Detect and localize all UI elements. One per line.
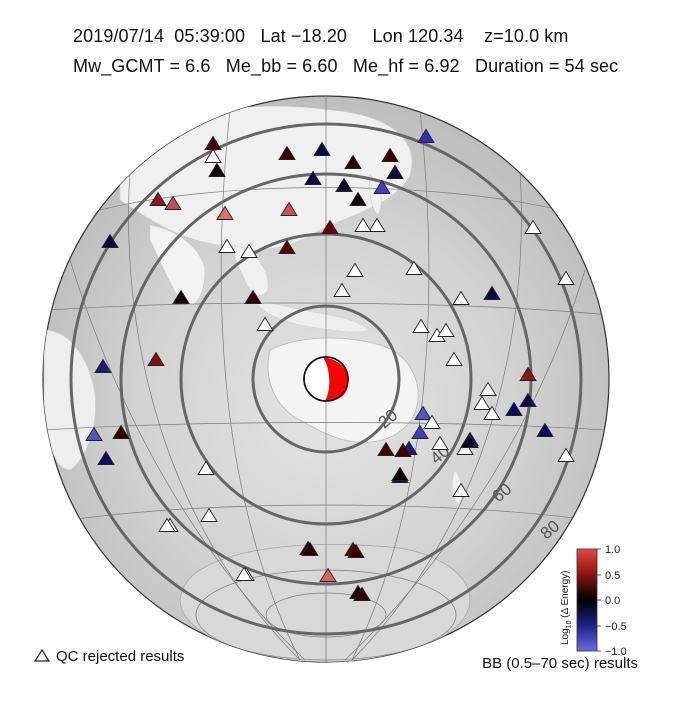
- event-header-line-1: 2019/07/14 05:39:00 Lat −18.20 Lon 120.3…: [73, 26, 569, 46]
- station-marker: [373, 179, 391, 194]
- station-marker: [505, 401, 523, 416]
- station-qc-rejected-marker: [405, 260, 423, 275]
- colorbar-title: Log10 (Δ Energy): [560, 570, 573, 645]
- station-qc-rejected-marker: [479, 381, 497, 396]
- ring-20: [251, 304, 401, 454]
- station-marker: [313, 141, 331, 156]
- station-marker: [335, 177, 353, 192]
- station-marker: [417, 128, 435, 143]
- station-marker: [321, 219, 339, 234]
- station-qc-rejected-marker: [431, 435, 449, 450]
- station-marker: [164, 195, 182, 210]
- qc-legend-label: QC rejected results: [56, 648, 184, 665]
- station-marker: [208, 162, 226, 177]
- station-qc-rejected-marker: [354, 217, 372, 232]
- station-marker: [344, 154, 362, 169]
- colorbar-tick: 1.0: [605, 544, 620, 556]
- ring-80: [69, 122, 583, 636]
- station-marker: [386, 164, 404, 179]
- station-marker: [377, 441, 395, 456]
- station-qc-rejected-marker: [346, 262, 364, 277]
- station-qc-rejected-marker: [437, 322, 455, 337]
- colorbar-ticks: 1.0 0.5 0.0 −0.5 −1.0: [605, 544, 627, 658]
- station-qc-rejected-marker: [557, 270, 575, 285]
- station-qc-rejected-marker: [240, 243, 258, 258]
- station-marker: [519, 366, 537, 381]
- station-qc-rejected-marker: [197, 460, 215, 475]
- station-marker: [112, 424, 130, 439]
- station-qc-rejected-marker: [557, 447, 575, 462]
- colorbar-gradient: [576, 548, 598, 652]
- focal-mechanism-beachball: [303, 356, 349, 402]
- station-qc-rejected-marker: [445, 351, 463, 366]
- ring-40: [179, 232, 473, 526]
- station-qc-rejected-marker: [524, 219, 542, 234]
- station-qc-rejected-marker: [235, 566, 253, 581]
- station-qc-rejected-marker: [158, 517, 176, 532]
- station-marker: [97, 450, 115, 465]
- station-marker: [149, 191, 167, 206]
- station-marker: [278, 145, 296, 160]
- station-qc-rejected-marker: [333, 282, 351, 297]
- station-marker: [304, 170, 322, 185]
- station-marker: [244, 289, 262, 304]
- station-marker: [460, 433, 478, 448]
- station-marker: [353, 586, 371, 601]
- station-marker: [391, 466, 409, 481]
- station-marker: [519, 392, 537, 407]
- colorbar-tick: 0.5: [605, 570, 620, 582]
- qc-legend-triangle-icon: [33, 648, 51, 662]
- station-marker: [85, 426, 103, 441]
- station-qc-rejected-marker: [473, 395, 491, 410]
- station-qc-rejected-marker: [256, 316, 274, 331]
- station-qc-rejected-marker: [200, 507, 218, 522]
- station-qc-rejected-marker: [483, 405, 501, 420]
- station-qc-rejected-marker: [204, 148, 222, 163]
- colorbar-tick: −0.5: [605, 621, 627, 633]
- event-header-line-2: Mw_GCMT = 6.6 Me_bb = 6.60 Me_hf = 6.92 …: [73, 56, 619, 76]
- station-marker: [483, 285, 501, 300]
- stations-layer: [85, 128, 575, 601]
- station-marker: [394, 442, 412, 457]
- station-marker: [280, 201, 298, 216]
- station-qc-rejected-marker: [412, 318, 430, 333]
- station-marker: [101, 233, 119, 248]
- station-marker: [347, 543, 365, 558]
- station-marker: [411, 424, 429, 439]
- station-marker: [301, 541, 319, 556]
- colorbar-tick: −1.0: [605, 646, 627, 658]
- station-marker: [94, 358, 112, 373]
- station-qc-rejected-marker: [368, 217, 386, 232]
- station-qc-rejected-marker: [452, 290, 470, 305]
- station-qc-rejected-marker: [452, 482, 470, 497]
- station-marker: [349, 191, 367, 206]
- station-marker: [414, 405, 432, 420]
- station-qc-rejected-marker: [218, 238, 236, 253]
- station-qc-rejected-marker: [456, 440, 474, 455]
- distance-rings: [69, 122, 583, 636]
- station-qc-rejected-marker: [423, 414, 441, 429]
- station-marker: [216, 205, 234, 220]
- station-marker: [278, 239, 296, 254]
- station-marker: [381, 147, 399, 162]
- colorbar-tick: 0.0: [605, 595, 620, 607]
- station-marker: [319, 567, 337, 582]
- station-marker: [147, 351, 165, 366]
- station-marker: [536, 422, 554, 437]
- station-marker: [172, 289, 190, 304]
- bb-results-label: BB (0.5–70 sec) results: [482, 655, 638, 672]
